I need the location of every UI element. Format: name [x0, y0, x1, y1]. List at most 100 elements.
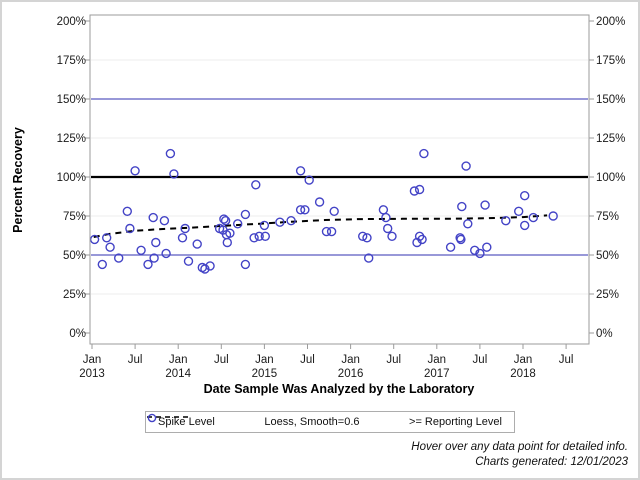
data-point[interactable] — [143, 259, 153, 270]
data-point[interactable] — [89, 234, 100, 245]
data-point[interactable] — [329, 206, 339, 217]
x-tick-label: Jul — [559, 354, 574, 366]
data-point[interactable] — [97, 259, 108, 270]
data-point[interactable] — [149, 253, 159, 263]
data-point[interactable] — [461, 161, 471, 171]
data-point[interactable] — [249, 233, 259, 243]
y-tick-label: 25% — [63, 289, 86, 301]
data-point[interactable] — [314, 197, 325, 207]
data-point[interactable] — [514, 206, 524, 217]
data-point[interactable] — [480, 200, 490, 210]
data-point[interactable] — [200, 264, 210, 274]
y-tick-label-right: 75% — [596, 211, 619, 223]
axis-tick-labels: 0% 0% 25% 25% 50% 50% 75% 75% 100% 100% 125% 125% 15… — [57, 16, 626, 380]
data-point[interactable] — [475, 248, 485, 259]
data-point[interactable] — [412, 237, 422, 248]
data-point[interactable] — [482, 242, 492, 252]
data-point[interactable] — [260, 231, 270, 242]
data-point[interactable] — [520, 220, 530, 231]
x-tick-year-label: 2017 — [424, 368, 450, 380]
data-point[interactable] — [409, 186, 420, 196]
data-point[interactable] — [417, 234, 427, 245]
data-point[interactable] — [295, 166, 306, 176]
data-point[interactable] — [362, 233, 372, 243]
data-point[interactable] — [520, 190, 530, 201]
data-point[interactable] — [378, 205, 389, 215]
x-tick-label: Jul — [214, 354, 229, 366]
data-point[interactable] — [457, 201, 467, 212]
data-point[interactable] — [232, 219, 243, 229]
data-point[interactable] — [180, 223, 190, 234]
data-point[interactable] — [183, 256, 194, 266]
x-tick-year-label: 2015 — [252, 368, 278, 380]
y-tick-label: 175% — [57, 55, 86, 67]
data-point[interactable] — [113, 253, 124, 263]
data-point[interactable] — [414, 184, 425, 195]
x-tick-year-label: 2014 — [165, 368, 191, 380]
y-tick-label-right: 125% — [596, 133, 625, 145]
data-point[interactable] — [321, 226, 332, 237]
data-point[interactable] — [222, 237, 233, 248]
data-point[interactable] — [501, 215, 511, 226]
data-point[interactable] — [251, 180, 261, 190]
data-point[interactable] — [295, 205, 306, 215]
data-point[interactable] — [151, 237, 161, 248]
data-point[interactable] — [470, 245, 480, 256]
y-tick-label: 150% — [57, 94, 86, 106]
data-point[interactable] — [387, 231, 397, 242]
x-tick-label: Jul — [386, 354, 401, 366]
data-point[interactable] — [548, 211, 558, 221]
footer-notes: Hover over any data point for detailed i… — [411, 440, 628, 470]
loess-line — [93, 214, 548, 239]
data-point[interactable] — [148, 212, 158, 223]
data-point[interactable] — [105, 242, 115, 252]
data-point[interactable] — [326, 226, 337, 237]
data-point[interactable] — [254, 231, 264, 242]
data-point[interactable] — [463, 219, 473, 229]
data-point[interactable] — [300, 205, 310, 215]
data-point[interactable] — [205, 261, 215, 271]
data-point[interactable] — [383, 223, 393, 234]
data-point[interactable] — [177, 233, 188, 243]
y-tick-label-right: 25% — [596, 289, 619, 301]
data-point[interactable] — [220, 215, 231, 226]
data-point[interactable] — [159, 215, 170, 226]
x-tick-label: Jul — [128, 354, 143, 366]
data-point[interactable] — [101, 233, 112, 243]
data-point[interactable] — [136, 245, 146, 256]
data-point[interactable] — [419, 148, 429, 159]
plot-frame — [89, 14, 590, 345]
data-point[interactable] — [259, 220, 270, 231]
data-point[interactable] — [456, 234, 466, 245]
data-point[interactable] — [364, 253, 374, 263]
data-point[interactable] — [192, 239, 202, 249]
plot-frame-border — [89, 14, 590, 345]
legend-title: Spike Level — [158, 416, 215, 428]
y-axis-title: Percent Recovery — [11, 127, 25, 233]
data-points — [89, 148, 558, 274]
y-tick-label: 0% — [69, 328, 86, 340]
data-point[interactable] — [240, 259, 251, 270]
y-tick-label: 50% — [63, 250, 86, 262]
data-point[interactable] — [161, 248, 171, 259]
data-point[interactable] — [225, 228, 235, 238]
data-point[interactable] — [122, 206, 133, 217]
data-point[interactable] — [130, 166, 140, 176]
data-point[interactable] — [219, 214, 229, 224]
data-point[interactable] — [528, 212, 538, 223]
data-point[interactable] — [125, 223, 135, 234]
data-point[interactable] — [358, 231, 368, 242]
data-point[interactable] — [165, 148, 176, 159]
y-tick-label: 100% — [57, 172, 86, 184]
legend: Spike Level Loess, Smooth=0.6 >= Reporti… — [145, 411, 515, 433]
x-tick-label: Jul — [300, 354, 315, 366]
data-point[interactable] — [381, 212, 391, 223]
data-point[interactable] — [286, 215, 296, 226]
data-point[interactable] — [169, 169, 179, 179]
data-point[interactable] — [304, 175, 314, 185]
data-point[interactable] — [275, 217, 285, 227]
data-point[interactable] — [445, 242, 456, 252]
data-point[interactable] — [240, 209, 251, 220]
